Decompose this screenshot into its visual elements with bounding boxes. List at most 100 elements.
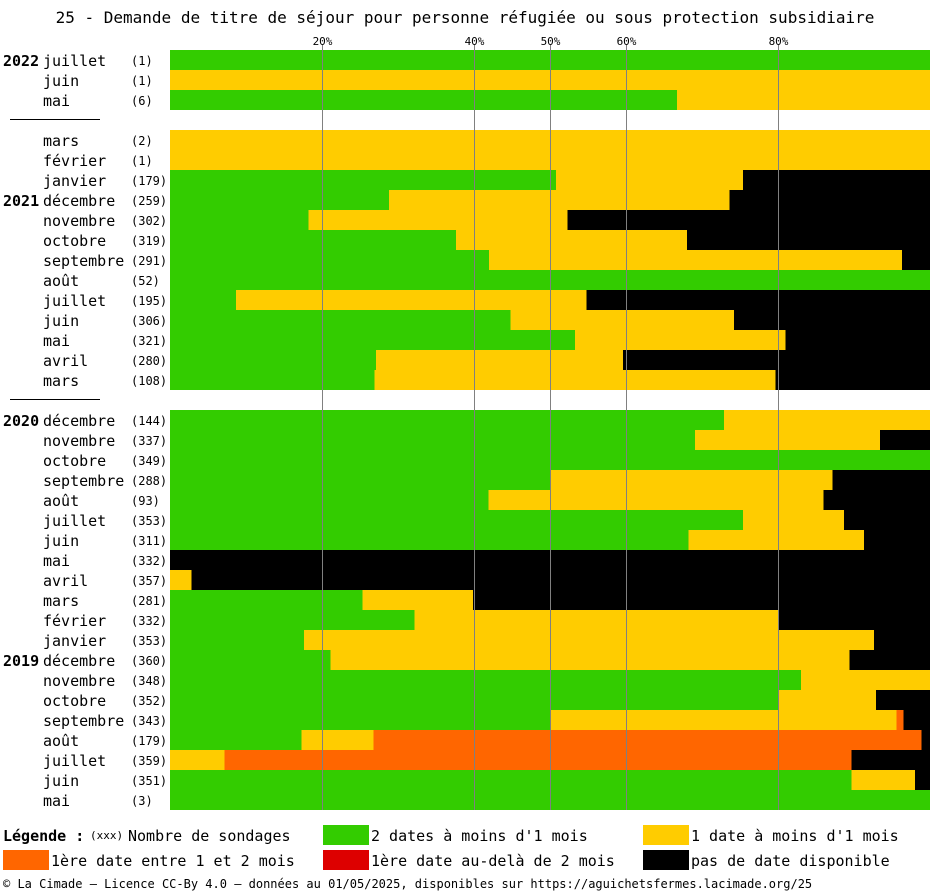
month-label: avril [43,352,88,370]
legend-label-red: 1ère date au-delà de 2 mois [371,852,615,870]
survey-count: (1) [131,54,153,68]
survey-count: (332) [131,614,167,628]
gridlines [322,44,779,810]
bar-segment-black [903,710,930,730]
bar-segment-black [785,330,930,350]
month-label: janvier [43,172,106,190]
x-tick-label: 80% [769,35,789,48]
bar-segment-black [914,770,930,790]
legend-swatch-green [323,825,369,845]
bar-segment-yellow [556,170,744,190]
month-label: septembre [43,472,124,490]
month-label: août [43,492,79,510]
bar-segment-black [879,430,930,450]
bar-segment-yellow [236,290,587,310]
bar-segment-yellow [330,650,850,670]
survey-count: (357) [131,574,167,588]
legend-swatch-red [323,850,369,870]
survey-count: (52) [131,274,160,288]
bar-segment-black [844,510,930,530]
bar-segment-black [873,630,930,650]
month-label: juin [43,72,79,90]
bar-segment-green [170,350,376,370]
x-tick-label: 40% [465,35,485,48]
bar-segment-green [170,410,725,430]
survey-count: (351) [131,774,167,788]
bar-segment-green [170,630,304,650]
stacked-bar-chart: 2022 juillet (1)juin (1)mai (6)mars (2)févrie… [3,35,930,810]
bar-segment-black [743,170,930,190]
bar-segment-yellow [170,570,192,590]
survey-count: (311) [131,534,167,548]
month-label: août [43,272,79,290]
bar-segment-green [170,490,489,510]
month-label: août [43,732,79,750]
survey-count: (281) [131,594,167,608]
bar-segment-green [170,250,490,270]
bar-segment-black [849,650,930,670]
bar-segment-black [586,290,930,310]
month-label: novembre [43,432,115,450]
bar-segment-green [170,730,302,750]
bar-segment-black [901,250,930,270]
group-separators [10,119,100,400]
bar-segment-black [729,190,930,210]
month-label: mars [43,132,79,150]
bar-segment-green [170,510,744,530]
month-label: décembre [43,652,115,670]
survey-count: (108) [131,374,167,388]
legend-row-1: Légende : (xxx) Nombre de sondages 2 dat… [0,825,930,847]
month-label: décembre [43,192,115,210]
legend-label-orange: 1ère date entre 1 et 2 mois [51,852,295,870]
bar-segment-yellow [800,670,930,690]
month-label: novembre [43,672,115,690]
survey-count: (3) [131,794,153,808]
bar-segment-green [170,590,363,610]
bar-segment-yellow [743,510,845,530]
x-tick-label: 20% [313,35,333,48]
survey-count: (1) [131,154,153,168]
bar-segment-black [686,230,930,250]
month-label: juin [43,312,79,330]
survey-count: (360) [131,654,167,668]
bar-segment-green [170,470,550,490]
legend-row-2: 1ère date entre 1 et 2 mois 1ère date au… [0,850,930,872]
legend-swatch-black [643,850,689,870]
month-label: mars [43,592,79,610]
bar-segment-green [170,170,557,190]
survey-count: (179) [131,174,167,188]
month-label: novembre [43,212,115,230]
month-label: mai [43,792,70,810]
month-label: octobre [43,452,106,470]
year-label: 2019 [3,652,39,670]
bar-segment-yellow [676,90,930,110]
survey-count: (179) [131,734,167,748]
month-label: juin [43,532,79,550]
bar-segment-yellow [550,710,897,730]
year-label: 2022 [3,52,39,70]
bar-segment-yellow [388,190,730,210]
bar-segment-black [876,690,930,710]
survey-count: (343) [131,714,167,728]
bar-segment-green [170,610,415,630]
bar-segment-green [170,210,309,230]
survey-count: (288) [131,474,167,488]
bar-segment-black [921,730,930,750]
month-label: avril [43,572,88,590]
chart-title: 25 - Demande de titre de séjour pour per… [55,8,875,27]
bar-segment-black [778,610,930,630]
month-label: octobre [43,232,106,250]
bar-segment-yellow [362,590,474,610]
bar-segment-orange [224,750,852,770]
month-label: mars [43,372,79,390]
month-label: juin [43,772,79,790]
bar-segment-yellow [488,490,824,510]
bar-segment-green [170,330,576,350]
year-label: 2020 [3,412,39,430]
survey-count: (321) [131,334,167,348]
bar-segment-yellow [695,430,880,450]
month-label: mai [43,92,70,110]
month-label: février [43,152,106,170]
legend: Légende : (xxx) Nombre de sondages 2 dat… [0,825,930,875]
month-label: mai [43,552,70,570]
